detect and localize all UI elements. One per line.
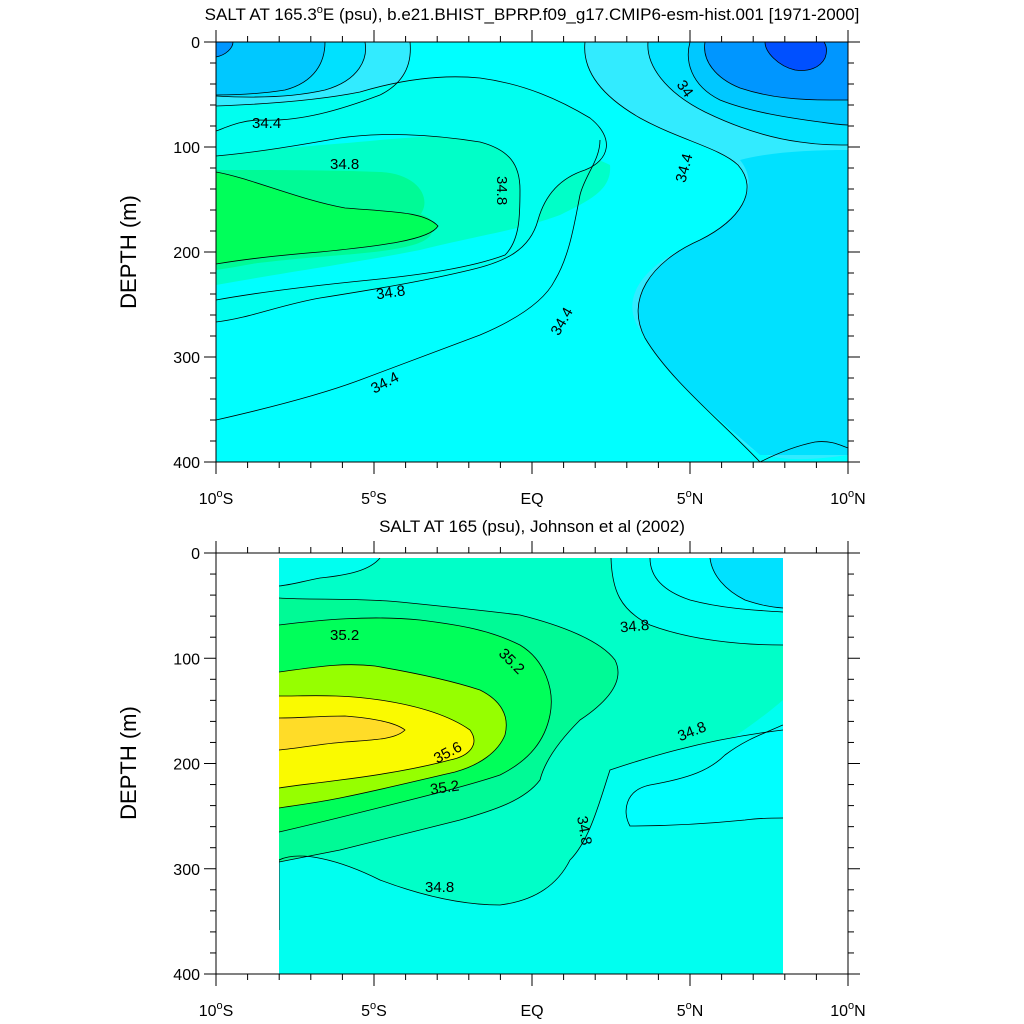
y-tick-label: 400	[173, 967, 200, 984]
x-tick-label: 5oS	[361, 488, 387, 508]
contour-label: 34.4	[252, 115, 281, 132]
y-tick-label: 100	[173, 651, 200, 668]
x-tick-label: EQ	[520, 491, 543, 508]
bottom-contour-labels: 35.2 35.2 34.8 34.8 35.6 35.2 34.8 34.8	[330, 617, 709, 896]
y-tick-label: 300	[173, 862, 200, 879]
contour-label: 34.8	[573, 815, 595, 847]
x-tick-label: EQ	[520, 1003, 543, 1020]
contour-label: 35.2	[429, 778, 460, 799]
contour-label: 35.2	[330, 627, 359, 644]
contour-label: 34.8	[330, 156, 359, 173]
contour-label: 34.4	[673, 152, 697, 185]
contour-label: 34	[673, 77, 696, 100]
x-tick-label: 10oN	[830, 1000, 865, 1020]
y-tick-label: 200	[173, 757, 200, 774]
bottom-contour-fill	[279, 558, 783, 974]
x-tick-label: 5oS	[361, 1000, 387, 1020]
bottom-y-axis-label: DEPTH (m)	[116, 706, 141, 820]
y-tick-label: 300	[173, 350, 200, 367]
y-tick-label: 0	[191, 546, 200, 563]
top-y-axis-label: DEPTH (m)	[116, 195, 141, 309]
contour-label: 34.8	[425, 879, 454, 896]
top-axes: 0 100 200 300 400 10oS 5oS EQ 5oN 10oN	[173, 30, 866, 508]
bottom-chart-title: SALT AT 165 (psu), Johnson et al (2002)	[379, 517, 685, 536]
y-tick-label: 400	[173, 455, 200, 472]
top-contour-fill	[216, 42, 848, 462]
contour-label: 34.8	[619, 617, 650, 636]
top-contour-lines	[216, 42, 848, 462]
contour-label: 34.8	[493, 176, 510, 205]
x-tick-label: 10oS	[199, 1000, 234, 1020]
x-tick-label: 10oS	[199, 488, 234, 508]
bottom-contour-lines	[279, 558, 783, 930]
x-tick-label: 10oN	[830, 488, 865, 508]
y-tick-label: 200	[173, 245, 200, 262]
x-tick-label: 5oN	[677, 488, 704, 508]
y-tick-label: 100	[173, 140, 200, 157]
y-tick-label: 0	[191, 35, 200, 52]
contour-label: 34.8	[375, 282, 406, 303]
bottom-axes: 0 100 200 300 400 10oS 5oS EQ 5oN 10oN	[173, 541, 866, 1020]
top-chart-title: SALT AT 165.3oE (psu), b.e21.BHIST_BPRP.…	[205, 4, 860, 24]
x-tick-label: 5oN	[677, 1000, 704, 1020]
